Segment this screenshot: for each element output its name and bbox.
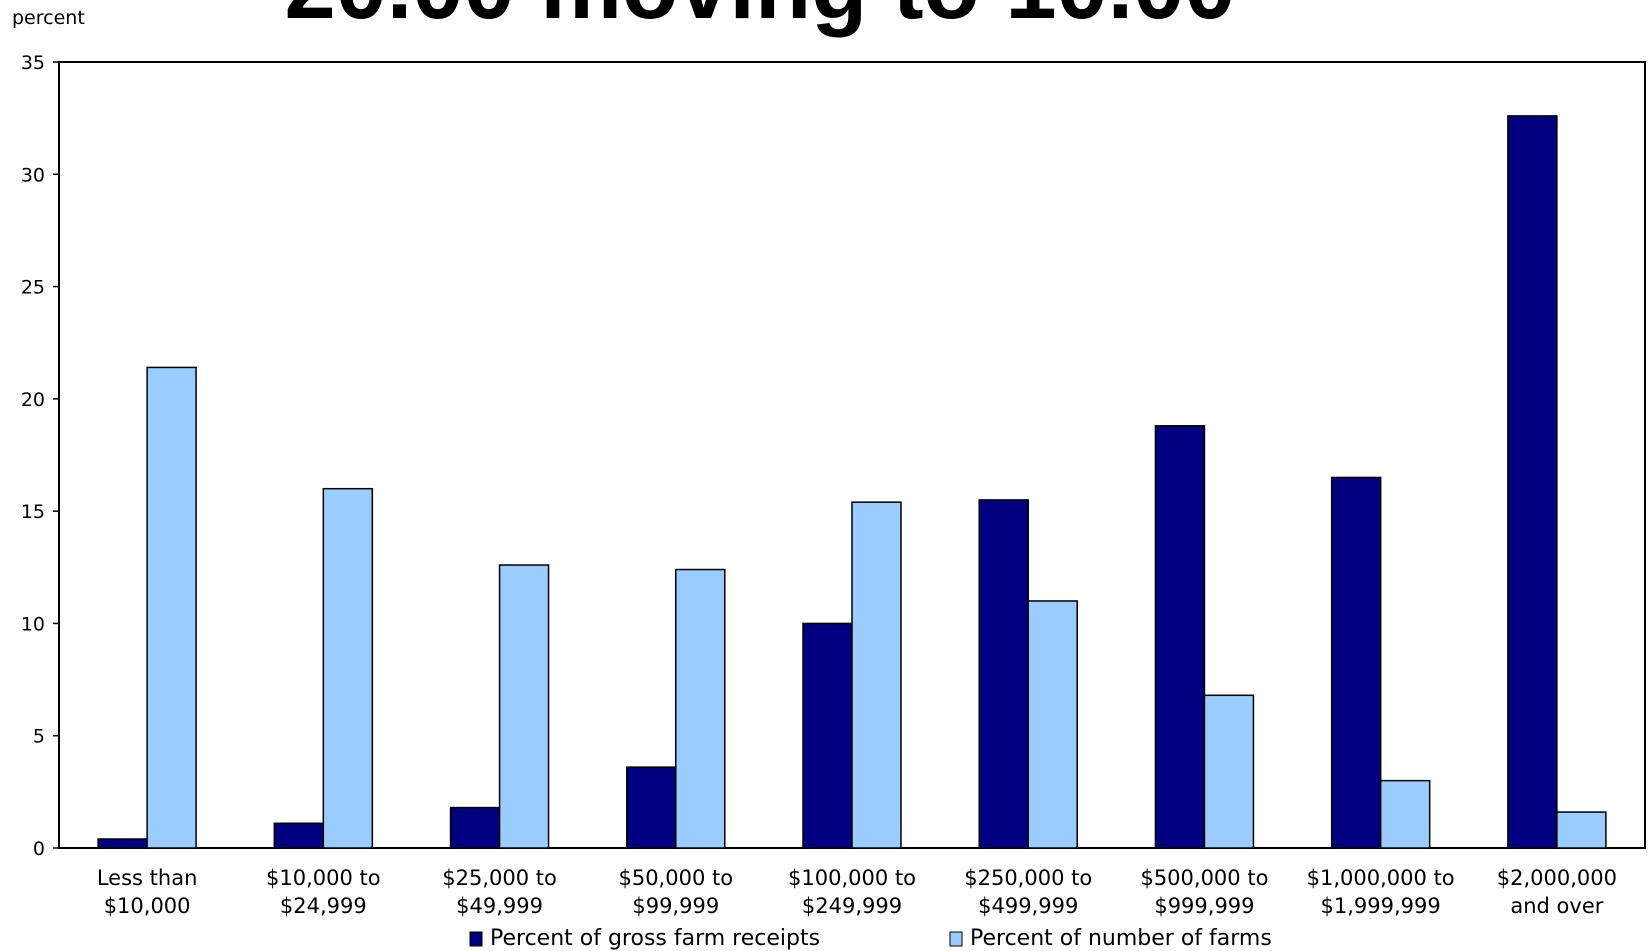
category-label: $500,000 to xyxy=(1140,866,1268,890)
category-label: $24,999 xyxy=(280,894,367,918)
y-tick-label: 5 xyxy=(33,726,45,748)
category-label: $10,000 xyxy=(104,894,191,918)
y-axis-unit-label: percent xyxy=(12,7,85,29)
category-label: $1,999,999 xyxy=(1321,894,1441,918)
category-label: $499,999 xyxy=(978,894,1078,918)
bar-number-of-farms xyxy=(1379,779,1431,849)
bar-number-of-farms xyxy=(498,564,550,849)
bar-gross-receipts xyxy=(449,806,501,849)
y-tick-label: 30 xyxy=(21,164,45,186)
bar-gross-receipts xyxy=(1507,115,1558,849)
category-labels: Less than $10,000 $10,000 to $24,999 $25,000… xyxy=(97,866,1617,918)
category-label: $2,000,000 xyxy=(1497,866,1617,890)
category-label: $250,000 to xyxy=(964,866,1092,890)
bar-number-of-farms xyxy=(146,366,197,849)
legend-swatch xyxy=(469,931,483,947)
category-label: $249,999 xyxy=(802,894,902,918)
y-tick-label: 25 xyxy=(21,277,45,299)
category-label: $49,999 xyxy=(456,894,543,918)
category-label: $25,000 to xyxy=(442,866,557,890)
bar-number-of-farms xyxy=(675,568,726,849)
bar-number-of-farms xyxy=(1203,694,1255,849)
y-tick-label: 10 xyxy=(21,613,45,635)
bar-gross-receipts xyxy=(97,838,148,849)
bar-gross-receipts xyxy=(626,766,677,849)
y-tick-label: 15 xyxy=(21,501,45,523)
legend-label: Percent of gross farm receipts xyxy=(490,926,820,951)
bar-number-of-farms xyxy=(851,501,902,849)
category-label: $50,000 to xyxy=(618,866,733,890)
bar-number-of-farms xyxy=(322,487,374,849)
bar-gross-receipts xyxy=(1330,476,1382,849)
category-label: $10,000 to xyxy=(266,866,381,890)
y-tick-label: 20 xyxy=(21,389,45,411)
legend: Percent of gross farm receipts Percent of… xyxy=(469,926,1272,951)
bar-number-of-farms xyxy=(1027,600,1078,849)
bars xyxy=(97,115,1607,849)
bar-gross-receipts xyxy=(978,499,1029,849)
category-label: and over xyxy=(1510,894,1603,918)
y-tick-label: 0 xyxy=(33,838,45,860)
category-label: Less than xyxy=(97,866,198,890)
category-label: $999,999 xyxy=(1154,894,1254,918)
overlay-title: 20.00 moving to 10.00 xyxy=(284,0,1235,38)
legend-swatch xyxy=(949,931,963,947)
y-axis-ticks: 0 5 10 15 20 25 30 35 xyxy=(21,52,59,860)
bar-gross-receipts xyxy=(273,822,325,849)
bar-gross-receipts xyxy=(802,622,853,849)
category-label: $100,000 to xyxy=(788,866,916,890)
bar-number-of-farms xyxy=(1556,811,1607,849)
category-label: $99,999 xyxy=(632,894,719,918)
category-label: $1,000,000 to xyxy=(1307,866,1455,890)
legend-label: Percent of number of farms xyxy=(970,926,1272,951)
bar-gross-receipts xyxy=(1154,425,1206,849)
y-tick-label: 35 xyxy=(21,52,45,74)
